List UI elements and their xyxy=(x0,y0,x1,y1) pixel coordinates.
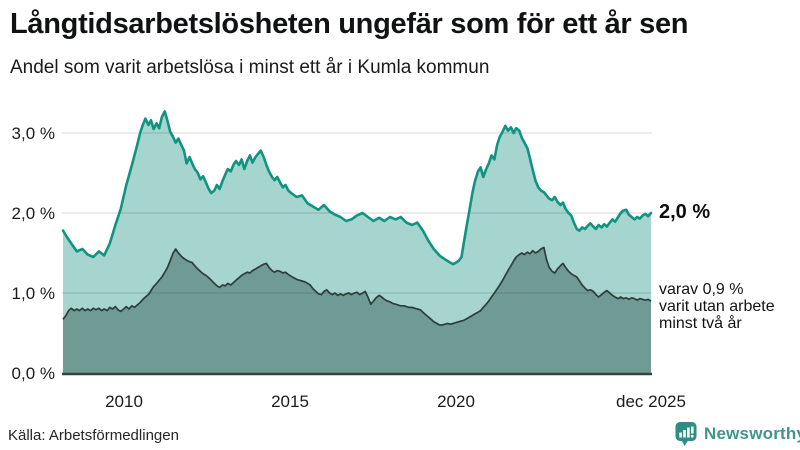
line-two-years xyxy=(62,246,652,326)
source-note: Källa: Arbetsförmedlingen xyxy=(8,427,179,444)
x-tick-label-2015: 2015 xyxy=(271,392,309,411)
y-tick-label-1: 1,0 % xyxy=(11,284,55,303)
y-tick-label-2: 2,0 % xyxy=(11,204,55,223)
newsworthy-logo-icon xyxy=(675,422,697,446)
x-tick-label-dec-2025: dec 2025 xyxy=(616,392,686,411)
page-subtitle: Andel som varit arbetslösa i minst ett å… xyxy=(10,57,490,78)
series-end-value-label: 2,0 % xyxy=(659,201,711,223)
x-tick-label-2010: 2010 xyxy=(105,392,143,411)
newsworthy-wordmark: Newsworthy xyxy=(704,424,800,443)
series-annotation: varav 0,9 % varit utan arbete minst två … xyxy=(659,281,775,332)
x-tick-label-2020: 2020 xyxy=(437,392,475,411)
line-total xyxy=(61,110,653,266)
y-tick-label-3: 3,0 % xyxy=(11,124,55,143)
page-title: Långtidsarbetslösheten ungefär som för e… xyxy=(10,8,689,40)
newsworthy-brand: Newsworthy xyxy=(674,421,800,447)
y-tick-label-0: 0,0 % xyxy=(11,364,55,383)
